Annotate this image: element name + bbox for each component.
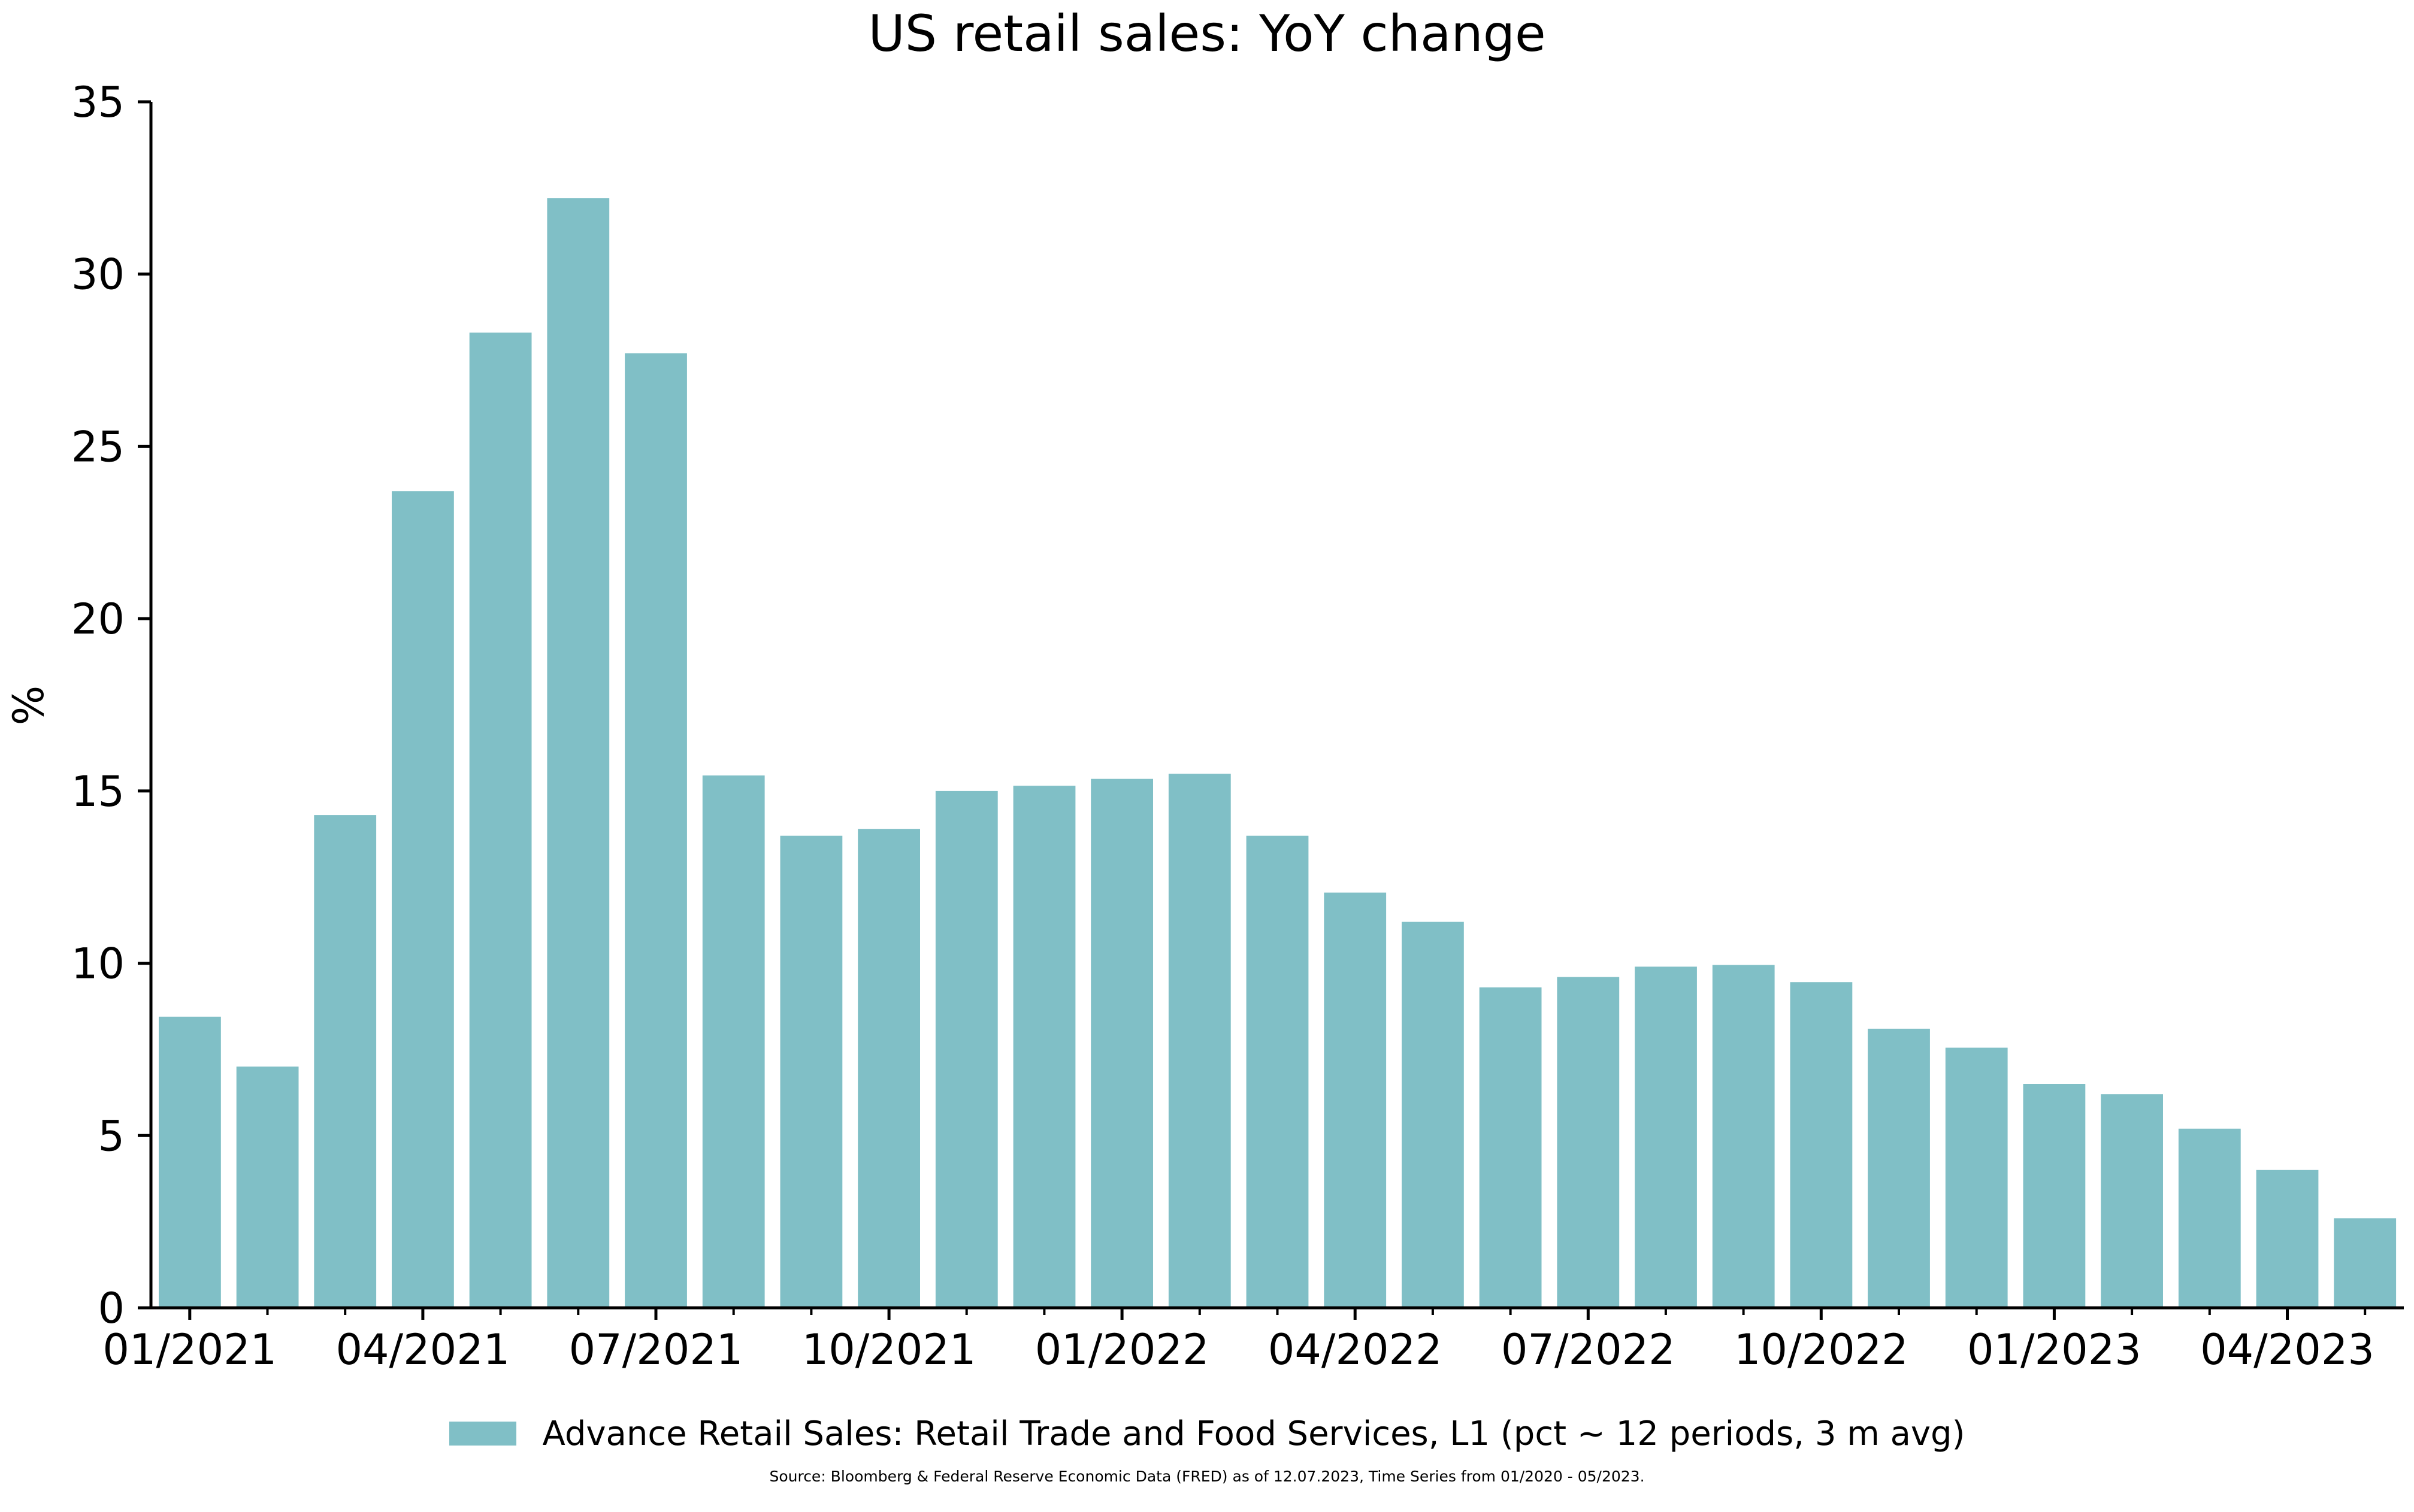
legend-swatch — [449, 1421, 516, 1446]
bar — [1712, 965, 1775, 1308]
y-tick-label: 20 — [71, 595, 125, 644]
bar — [2256, 1169, 2319, 1308]
bar — [1945, 1047, 2008, 1308]
bar — [547, 198, 610, 1308]
bar — [159, 1016, 221, 1308]
x-tick-label: 01/2023 — [1967, 1325, 2141, 1374]
bars-group — [159, 198, 2397, 1308]
x-tick-label: 04/2022 — [1268, 1325, 1442, 1374]
bar — [702, 775, 765, 1308]
y-tick-label: 35 — [71, 78, 125, 127]
x-tick-label: 07/2021 — [569, 1325, 743, 1374]
bar — [1324, 892, 1387, 1308]
x-tick-label: 01/2021 — [102, 1325, 277, 1374]
bar — [1557, 977, 1620, 1308]
x-tick-label: 01/2022 — [1035, 1325, 1209, 1374]
bar — [1013, 786, 1076, 1308]
bar — [1402, 922, 1464, 1308]
bar — [392, 491, 454, 1308]
y-tick-label: 30 — [71, 250, 125, 299]
bar — [2334, 1218, 2397, 1308]
y-tick-label: 25 — [71, 422, 125, 471]
bar — [236, 1066, 299, 1308]
x-tick-label: 04/2021 — [335, 1325, 510, 1374]
bar — [1246, 835, 1309, 1308]
bar — [1635, 966, 1697, 1308]
y-tick-label: 0 — [98, 1284, 125, 1333]
bar — [780, 835, 843, 1308]
x-tick-label: 04/2023 — [2200, 1325, 2374, 1374]
legend-label: Advance Retail Sales: Retail Trade and F… — [542, 1414, 1965, 1453]
bar — [1868, 1028, 1930, 1308]
bar — [858, 829, 920, 1308]
bar — [625, 353, 687, 1308]
bar — [2101, 1094, 2163, 1308]
x-ticks-group: 01/2021 04/2021 07/2021 10/2021 01/2022 04/20… — [102, 1308, 2374, 1374]
y-ticks-group: 0 5 10 15 20 25 30 35 — [71, 78, 151, 1333]
bar — [2023, 1084, 2086, 1308]
bar — [1790, 982, 1853, 1308]
bar — [469, 332, 532, 1308]
bar — [2178, 1128, 2241, 1308]
chart-title: US retail sales: YoY change — [868, 4, 1546, 63]
y-tick-label: 15 — [71, 767, 125, 816]
bar — [1168, 774, 1231, 1308]
x-tick-label: 10/2022 — [1734, 1325, 1908, 1374]
legend: Advance Retail Sales: Retail Trade and F… — [0, 1410, 2414, 1458]
bar — [1479, 987, 1542, 1308]
x-tick-label: 10/2021 — [802, 1325, 976, 1374]
bar — [1091, 778, 1153, 1308]
x-tick-label: 07/2022 — [1501, 1325, 1675, 1374]
y-axis-label: % — [4, 686, 53, 726]
bar — [935, 790, 998, 1308]
y-tick-label: 10 — [71, 940, 125, 989]
source-note: Source: Bloomberg & Federal Reserve Econ… — [769, 1468, 1645, 1485]
bar — [314, 815, 377, 1308]
y-tick-label: 5 — [98, 1111, 125, 1160]
